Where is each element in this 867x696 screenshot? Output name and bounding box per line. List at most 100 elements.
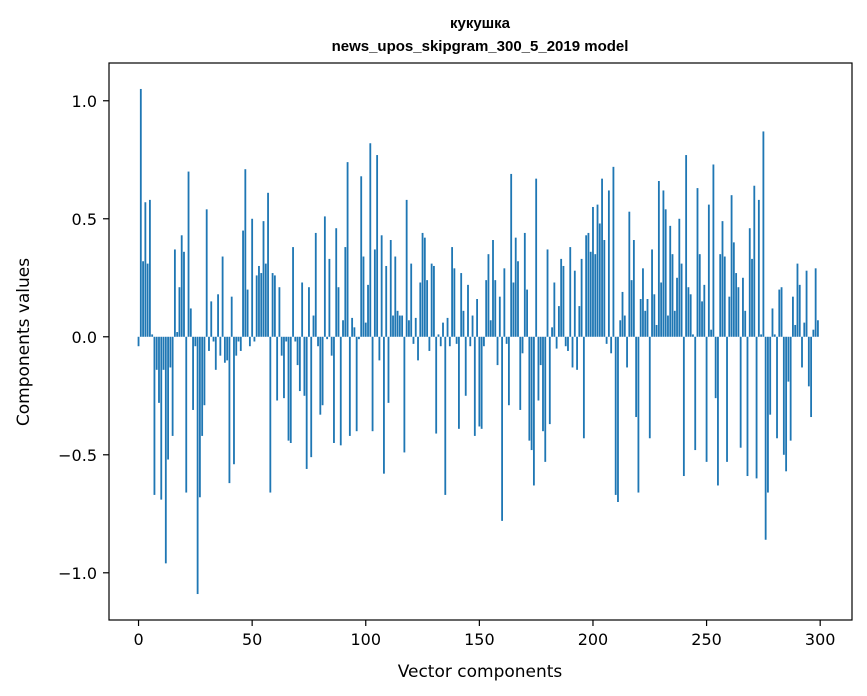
bar (212, 336, 215, 342)
bar (183, 251, 185, 337)
bar (598, 223, 601, 337)
bar (687, 287, 690, 337)
bar (348, 336, 351, 436)
bar (355, 336, 358, 432)
bar (371, 336, 374, 432)
bar (723, 256, 726, 337)
bar (678, 218, 681, 337)
bar (707, 204, 710, 337)
bar (346, 162, 349, 337)
bar (648, 336, 651, 439)
bar (376, 155, 379, 337)
bar (498, 296, 501, 337)
bar (314, 232, 317, 337)
bar (260, 273, 263, 337)
bar (660, 282, 663, 337)
bar (771, 308, 774, 337)
bar (762, 131, 765, 337)
bar (671, 254, 674, 337)
bar (310, 336, 313, 458)
bar (651, 249, 653, 337)
bar (210, 301, 213, 337)
bar (378, 336, 381, 361)
bar (412, 336, 415, 344)
bar (796, 263, 799, 337)
bar (144, 202, 147, 337)
bar (167, 336, 169, 460)
x-tick-label: 300 (805, 630, 836, 649)
bar (792, 296, 794, 337)
bar (435, 336, 438, 434)
bar (630, 280, 633, 337)
bar (423, 237, 426, 337)
bar (667, 315, 669, 337)
bar (317, 336, 319, 347)
bar (676, 277, 678, 337)
bar (514, 237, 517, 337)
bar (160, 336, 163, 500)
bar (369, 143, 372, 337)
bar (610, 336, 613, 354)
bar (605, 336, 608, 344)
bar (726, 336, 728, 462)
bar (748, 228, 751, 337)
bar (510, 173, 513, 337)
bar (744, 310, 747, 337)
bar (694, 336, 697, 451)
bar (292, 247, 294, 337)
bar (717, 336, 719, 486)
bar (637, 336, 640, 493)
bar (217, 294, 219, 337)
bar (730, 195, 733, 337)
bar (196, 336, 199, 595)
bar (742, 277, 744, 337)
bar (142, 261, 144, 337)
bar (242, 230, 244, 337)
bar (223, 336, 226, 363)
bar (696, 188, 699, 337)
bar (532, 336, 535, 486)
bar (351, 317, 354, 337)
bar (389, 240, 392, 337)
x-axis-ticks: 0 50 100 150 200 250 300 (133, 620, 835, 649)
bar (512, 282, 515, 337)
bar (410, 263, 413, 337)
bar (383, 336, 385, 474)
bar (794, 324, 797, 337)
bar (801, 336, 803, 368)
bar (639, 299, 642, 337)
bar (271, 273, 274, 337)
bar (632, 240, 635, 337)
bar (701, 301, 703, 337)
bar (580, 258, 583, 337)
bar (662, 190, 665, 337)
bar (537, 336, 540, 401)
bar (460, 273, 463, 337)
bar (587, 232, 590, 337)
bar (517, 261, 519, 337)
bar (237, 336, 240, 342)
bar (360, 176, 363, 337)
bar (428, 336, 431, 351)
bar (323, 216, 326, 337)
bar (751, 258, 753, 337)
bar (642, 268, 644, 337)
plot-frame (108, 62, 853, 621)
bar (571, 336, 574, 368)
bar (712, 164, 715, 337)
y-tick-label: 1.0 (72, 92, 97, 111)
bar (330, 336, 333, 356)
bar (403, 336, 406, 453)
bar (301, 282, 304, 337)
bar (805, 270, 808, 337)
bar (248, 336, 251, 347)
bar (426, 280, 429, 337)
bar (158, 336, 160, 403)
bar (387, 336, 390, 403)
bar (469, 336, 472, 347)
bar (496, 336, 499, 366)
bar (180, 235, 183, 337)
bar (505, 336, 508, 344)
bar (467, 284, 469, 337)
bar (753, 185, 756, 337)
